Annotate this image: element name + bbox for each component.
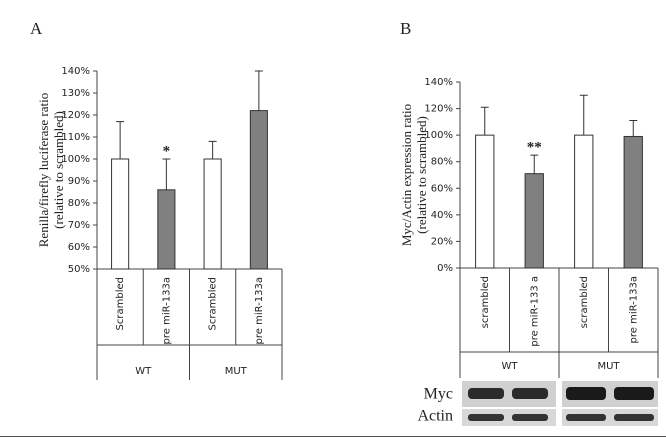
y-tick-label: 140% <box>61 66 90 77</box>
bar <box>111 158 130 270</box>
y-axis-label: Renilla/firefly luciferase ratio <box>36 93 51 247</box>
error-bar <box>480 106 489 136</box>
y-tick-label: 40% <box>431 210 453 221</box>
y-tick-label: 130% <box>61 88 90 99</box>
y-tick-label: 120% <box>424 104 453 115</box>
y-tick-label: 100% <box>61 154 90 165</box>
significance-mark: ** <box>527 140 542 156</box>
error-bar <box>530 154 539 174</box>
band <box>614 414 654 421</box>
significance-mark: * <box>163 143 171 159</box>
bar <box>524 173 544 269</box>
band <box>512 414 548 421</box>
bar <box>203 158 222 270</box>
group-label: MUT <box>225 366 248 377</box>
bar <box>475 134 495 269</box>
blot-panel <box>462 409 556 426</box>
band <box>566 414 606 421</box>
blots <box>462 381 658 426</box>
blot-panel <box>562 409 658 426</box>
y-tick-label: 80% <box>68 198 90 209</box>
group-label: MUT <box>597 361 620 372</box>
x-tick-label: scrambled <box>579 276 590 328</box>
y-tick-label: 60% <box>68 242 90 253</box>
x-tick-label: Scrambled <box>208 277 219 330</box>
x-tick-label: pre miR-133a <box>161 277 172 344</box>
bar <box>574 134 594 269</box>
y-tick-label: 140% <box>424 77 453 88</box>
y-tick-label: 50% <box>68 264 90 275</box>
x-tick-label: pre miR-133a <box>254 277 265 344</box>
error-bar <box>254 70 263 111</box>
error-bar <box>162 158 171 190</box>
x-tick-label: pre miR-133a <box>628 276 639 343</box>
bar <box>249 110 268 270</box>
y-tick-label: 90% <box>68 176 90 187</box>
band <box>512 388 548 399</box>
error-bar <box>629 120 638 137</box>
blot-label: Myc <box>424 386 453 403</box>
blot-label: Actin <box>417 408 453 425</box>
error-bar <box>579 94 588 136</box>
band <box>614 387 654 400</box>
bar <box>623 135 643 269</box>
x-tick-label: Scrambled <box>115 277 126 330</box>
panel-label: B <box>400 19 411 38</box>
group-label: WT <box>502 361 519 372</box>
band <box>566 387 606 400</box>
error-bar <box>208 140 217 159</box>
y-axis-label: (relative to scrambled) <box>414 116 429 234</box>
band <box>468 388 504 399</box>
x-tick-label: scrambled <box>480 276 491 328</box>
y-tick-label: 0% <box>437 263 453 274</box>
y-tick-label: 110% <box>61 132 90 143</box>
y-tick-label: 20% <box>431 236 453 247</box>
y-axis-label: Myc/Actin expression ratio <box>399 104 414 246</box>
y-axis-label: (relative to scrambled) <box>51 111 66 229</box>
y-tick-label: 100% <box>424 130 453 141</box>
panel-label: A <box>30 19 43 38</box>
group-label: WT <box>135 366 152 377</box>
y-tick-label: 80% <box>431 157 453 168</box>
y-tick-label: 70% <box>68 220 90 231</box>
bar <box>157 189 176 270</box>
x-tick-label: pre miR-133 a <box>529 276 540 347</box>
error-bar <box>116 121 125 159</box>
band <box>468 414 504 421</box>
y-tick-label: 120% <box>61 110 90 121</box>
y-tick-label: 60% <box>431 183 453 194</box>
